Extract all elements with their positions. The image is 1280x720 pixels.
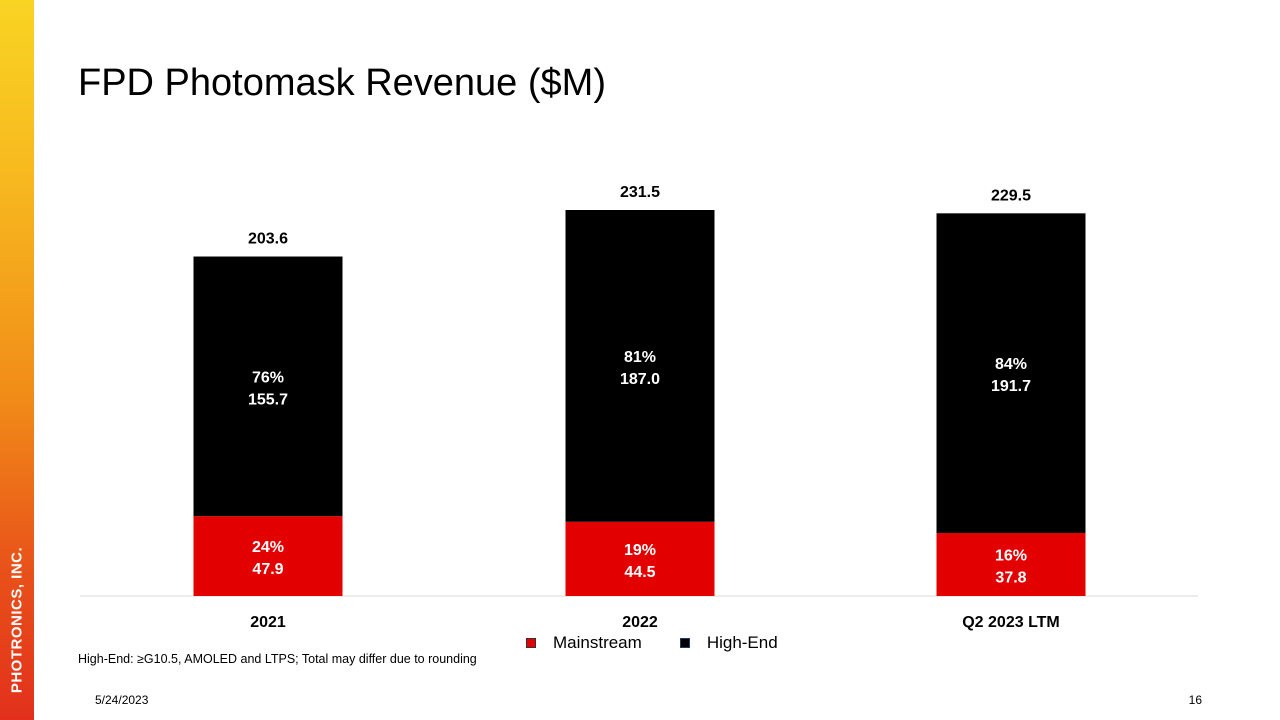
bar-high-end-2 xyxy=(936,213,1086,533)
data-label-percent-1-0: 76% xyxy=(252,369,284,386)
bar-high-end-0 xyxy=(193,256,343,517)
data-label-value-1-0: 155.7 xyxy=(248,391,288,408)
legend-item-high-end: High-End xyxy=(679,633,778,653)
total-label-1: 231.5 xyxy=(620,184,660,201)
accent-side-bar: PHOTRONICS, INC. xyxy=(0,0,34,720)
bar-mainstream-1 xyxy=(565,521,715,596)
slide-title: FPD Photomask Revenue ($M) xyxy=(78,62,606,104)
data-label-value-1-2: 191.7 xyxy=(991,378,1031,395)
data-label-percent-0-2: 16% xyxy=(995,547,1027,564)
chart-legend: Mainstream High-End xyxy=(526,633,778,653)
data-label-value-0-0: 47.9 xyxy=(252,561,283,578)
x-tick-label-0: 2021 xyxy=(250,614,286,631)
data-label-percent-1-2: 84% xyxy=(995,356,1027,373)
legend-label-mainstream: Mainstream xyxy=(553,633,642,652)
x-tick-label-1: 2022 xyxy=(622,614,658,631)
bar-high-end-1 xyxy=(565,210,715,522)
x-tick-label-2: Q2 2023 LTM xyxy=(962,614,1060,631)
bar-mainstream-0 xyxy=(193,516,343,596)
data-label-percent-1-1: 81% xyxy=(624,349,656,366)
legend-swatch-mainstream xyxy=(526,638,536,648)
data-label-value-0-1: 44.5 xyxy=(624,564,655,581)
data-label-value-1-1: 187.0 xyxy=(620,371,660,388)
footnote: High-End: ≥G10.5, AMOLED and LTPS; Total… xyxy=(78,652,477,666)
data-label-percent-0-0: 24% xyxy=(252,539,284,556)
legend-swatch-high-end xyxy=(679,638,690,648)
legend-label-high-end: High-End xyxy=(706,633,778,652)
bar-mainstream-2 xyxy=(936,532,1086,596)
total-label-2: 229.5 xyxy=(991,187,1031,204)
data-label-value-0-2: 37.8 xyxy=(995,569,1026,586)
data-label-percent-0-1: 19% xyxy=(624,542,656,559)
total-label-0: 203.6 xyxy=(248,231,288,248)
page-number: 16 xyxy=(1188,693,1202,707)
slide-date: 5/24/2023 xyxy=(95,693,149,707)
legend-item-mainstream: Mainstream xyxy=(526,633,642,653)
